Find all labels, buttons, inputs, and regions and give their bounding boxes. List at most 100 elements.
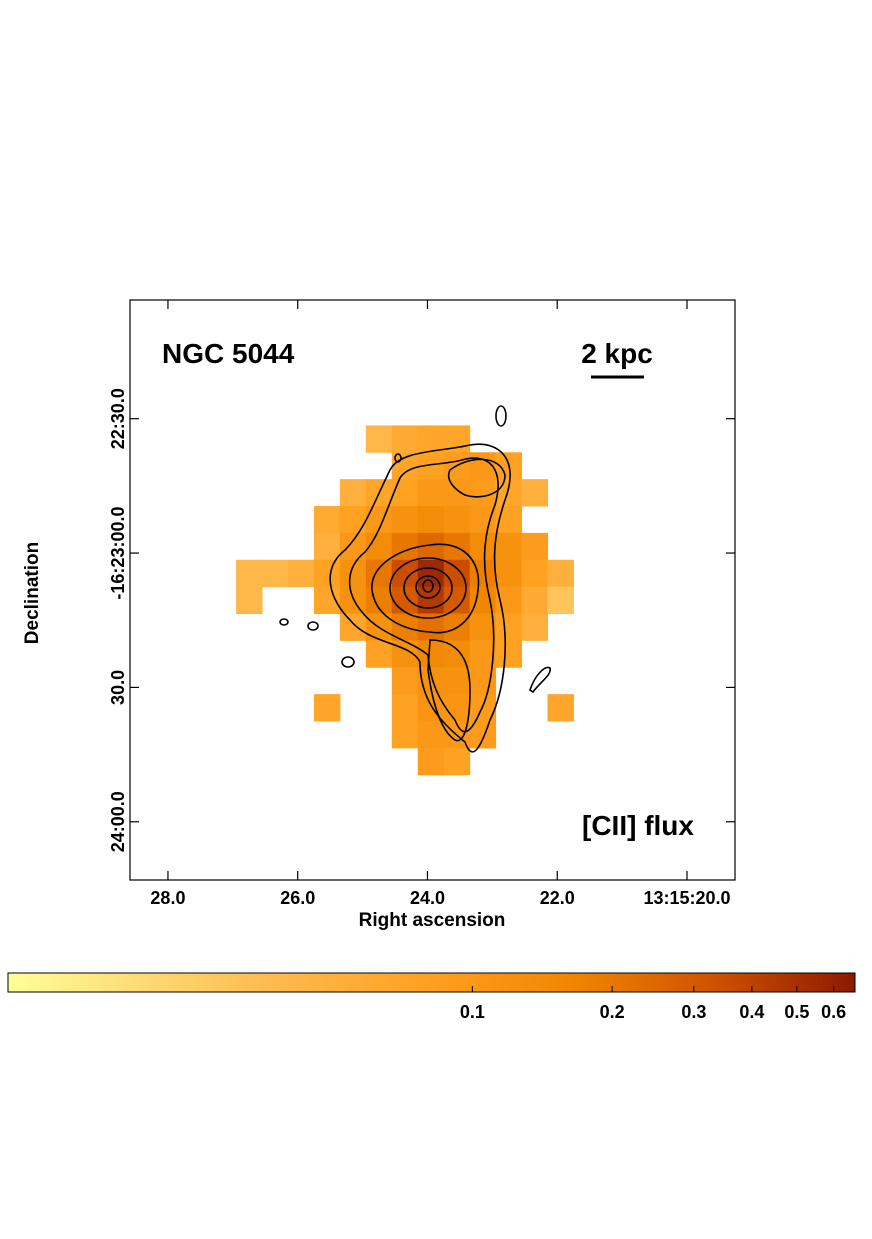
colorbar — [7, 972, 856, 993]
annotation: [CII] flux — [582, 810, 694, 841]
flux-pixel — [365, 586, 393, 615]
flux-pixel — [339, 506, 367, 534]
contour — [403, 567, 453, 609]
y-axis-label: Declination — [22, 542, 43, 644]
colorbar-tick-label: 0.3 — [681, 1002, 706, 1022]
flux-pixel — [365, 640, 393, 668]
contour — [529, 666, 551, 694]
flux-pixel — [495, 613, 523, 641]
colorbar-tick-label: 0.2 — [600, 1002, 625, 1022]
flux-pixel — [391, 425, 419, 453]
flux-pixel — [365, 532, 393, 561]
y-tick-label: 22:30.0 — [108, 388, 128, 449]
flux-pixel — [495, 532, 523, 561]
x-tick-label: 26.0 — [280, 888, 315, 908]
contour — [329, 443, 511, 753]
flux-pixel — [236, 559, 263, 588]
flux-pixel — [339, 559, 367, 588]
flux-pixel — [443, 694, 471, 722]
x-tick-label: 13:15:20.0 — [643, 888, 730, 908]
flux-pixel — [469, 479, 497, 507]
x-tick-label: 24.0 — [410, 888, 445, 908]
flux-pixel — [417, 506, 445, 534]
flux-pixel — [495, 559, 523, 588]
flux-map — [236, 425, 574, 776]
colorbar-ticks: 0.1 0.2 0.3 0.4 0.5 0.6 — [460, 986, 846, 1022]
contour — [348, 457, 499, 733]
flux-pixel — [339, 532, 367, 561]
flux-pixel — [521, 586, 548, 615]
x-axis-label: Right ascension — [359, 910, 506, 931]
flux-pixel — [547, 559, 574, 588]
contour — [495, 405, 507, 427]
contour — [389, 557, 467, 619]
contour — [307, 621, 319, 631]
plot-frame — [129, 299, 736, 881]
flux-pixel — [547, 694, 574, 722]
flux-pixel — [521, 613, 548, 641]
flux-pixel — [443, 747, 471, 776]
contour — [394, 453, 402, 463]
flux-pixel — [443, 667, 471, 695]
contour — [371, 543, 480, 634]
x-tick-label: 28.0 — [150, 888, 185, 908]
contour — [447, 458, 506, 498]
contour — [427, 639, 471, 742]
flux-pixel — [313, 694, 341, 722]
flux-pixel — [417, 747, 445, 776]
x-tick-label: 22.0 — [540, 888, 575, 908]
flux-pixel — [287, 559, 315, 588]
flux-pixel — [313, 506, 341, 534]
title: NGC 5044 — [162, 338, 295, 369]
flux-pixel — [417, 559, 445, 588]
flux-pixel — [521, 479, 548, 507]
flux-pixel — [313, 532, 341, 561]
flux-pixel — [236, 586, 263, 615]
contour — [415, 575, 441, 599]
flux-pixel — [443, 506, 471, 534]
contour — [341, 656, 355, 668]
flux-pixel — [469, 506, 497, 534]
y-tick-label: -16:23:00.0 — [108, 507, 128, 600]
colorbar-tick-label: 0.6 — [821, 1002, 846, 1022]
flux-pixel — [495, 640, 523, 668]
flux-pixel — [365, 425, 393, 453]
flux-pixel — [365, 559, 393, 588]
flux-pixel — [417, 721, 445, 749]
flux-pixel — [391, 532, 419, 561]
flux-pixel — [391, 506, 419, 534]
flux-pixel — [521, 559, 548, 588]
flux-pixel — [443, 479, 471, 507]
colorbar-tick-label: 0.5 — [784, 1002, 809, 1022]
contour — [279, 618, 289, 626]
flux-pixel — [313, 586, 341, 615]
flux-pixel — [547, 586, 574, 615]
flux-pixel — [417, 425, 445, 453]
colorbar-tick-label: 0.4 — [739, 1002, 764, 1022]
flux-pixel — [262, 559, 289, 588]
flux-pixel — [417, 479, 445, 507]
flux-pixel — [339, 479, 367, 507]
flux-pixel — [391, 694, 419, 722]
y-tick-label: 24:00.0 — [108, 791, 128, 852]
scalebar-label: 2 kpc — [581, 338, 653, 369]
flux-pixel — [391, 667, 419, 695]
flux-pixel — [339, 613, 367, 641]
flux-pixel — [313, 559, 341, 588]
flux-pixel — [391, 479, 419, 507]
y-tick-label: 30.0 — [108, 670, 128, 705]
contours — [279, 405, 551, 753]
flux-pixel — [391, 721, 419, 749]
flux-pixel — [469, 613, 497, 641]
colorbar-tick-label: 0.1 — [460, 1002, 485, 1022]
flux-pixel — [469, 721, 497, 749]
flux-pixel — [521, 532, 548, 561]
flux-pixel — [417, 640, 445, 668]
flux-pixel — [339, 586, 367, 615]
flux-pixel — [469, 532, 497, 561]
flux-pixel — [469, 559, 497, 588]
ticks: 28.0 26.0 24.0 22.0 13:15:20.0 22:30.0 -16:23:… — [108, 300, 735, 908]
contour — [422, 579, 434, 593]
